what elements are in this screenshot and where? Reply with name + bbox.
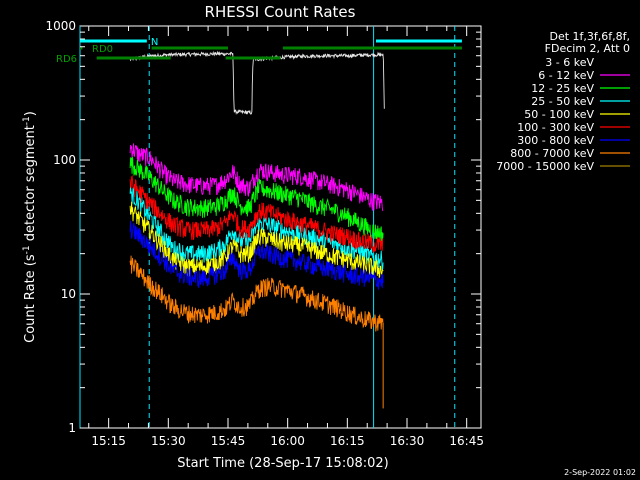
x-axis: 15:15 15:30 15:45 16:00 16:15 16:30 16:45 (88, 26, 484, 448)
y-axis-title-mid: detector segment (23, 125, 38, 245)
bar-label-rd6: RD6 (56, 54, 77, 65)
series-line-3 (129, 157, 384, 243)
legend-label: 100 - 300 keV (517, 121, 594, 134)
bar-label-n: N (151, 37, 158, 48)
series-group (129, 50, 385, 409)
x-tick-label: 15:30 (151, 434, 186, 448)
y-axis: 1 10 100 1000 (45, 19, 481, 435)
y-axis-title-sup1: -1 (22, 245, 32, 254)
y-axis-title-main: Count Rate (s (23, 254, 38, 343)
x-tick-label: 16:15 (330, 434, 365, 448)
y-tick-label: 1000 (45, 19, 76, 33)
legend-label: 300 - 800 keV (517, 134, 594, 147)
x-tick-label: 15:45 (211, 434, 246, 448)
footer-timestamp: 2-Sep-2022 01:02 (564, 468, 636, 477)
series-line-2 (129, 143, 384, 212)
legend-label: 12 - 25 keV (531, 82, 594, 95)
legend: Det 1f,3f,6f,8f, FDecim 2, Att 0 3 - 6 k… (496, 30, 630, 173)
legend-label: 800 - 7000 keV (510, 147, 594, 160)
y-axis-title-end: ) (23, 111, 38, 116)
series-line-5 (129, 201, 384, 278)
bar-label-rd0: RD0 (92, 44, 113, 55)
y-tick-label: 1 (68, 421, 76, 435)
x-tick-label: 16:45 (449, 434, 484, 448)
legend-label: 25 - 50 keV (531, 95, 594, 108)
chart-title: RHESSI Count Rates (205, 3, 356, 21)
legend-label: 6 - 12 keV (538, 69, 594, 82)
legend-label: 3 - 6 keV (545, 56, 594, 69)
y-tick-label: 100 (53, 153, 76, 167)
series-line-4 (129, 185, 384, 271)
series-line-6 (129, 174, 384, 254)
y-tick-label: 10 (61, 287, 76, 301)
y-axis-title: Count Rate (s-1 detector segment-1) (22, 111, 38, 343)
x-axis-title: Start Time (28-Sep-17 15:08:02) (177, 456, 388, 471)
y-axis-title-sup2: -1 (22, 116, 32, 125)
series-line-7 (129, 220, 384, 290)
attenuator-bars: N RD0 RD6 (56, 37, 462, 65)
x-tick-label: 16:00 (270, 434, 305, 448)
series-line-8 (129, 255, 384, 332)
x-tick-label: 15:15 (91, 434, 126, 448)
legend-label: 50 - 100 keV (524, 108, 594, 121)
legend-title-line2: FDecim 2, Att 0 (545, 42, 630, 55)
series-line-1 (129, 50, 385, 116)
legend-label: 7000 - 15000 keV (496, 160, 594, 173)
x-tick-label: 16:30 (390, 434, 425, 448)
legend-title-line1: Det 1f,3f,6f,8f, (549, 30, 630, 43)
